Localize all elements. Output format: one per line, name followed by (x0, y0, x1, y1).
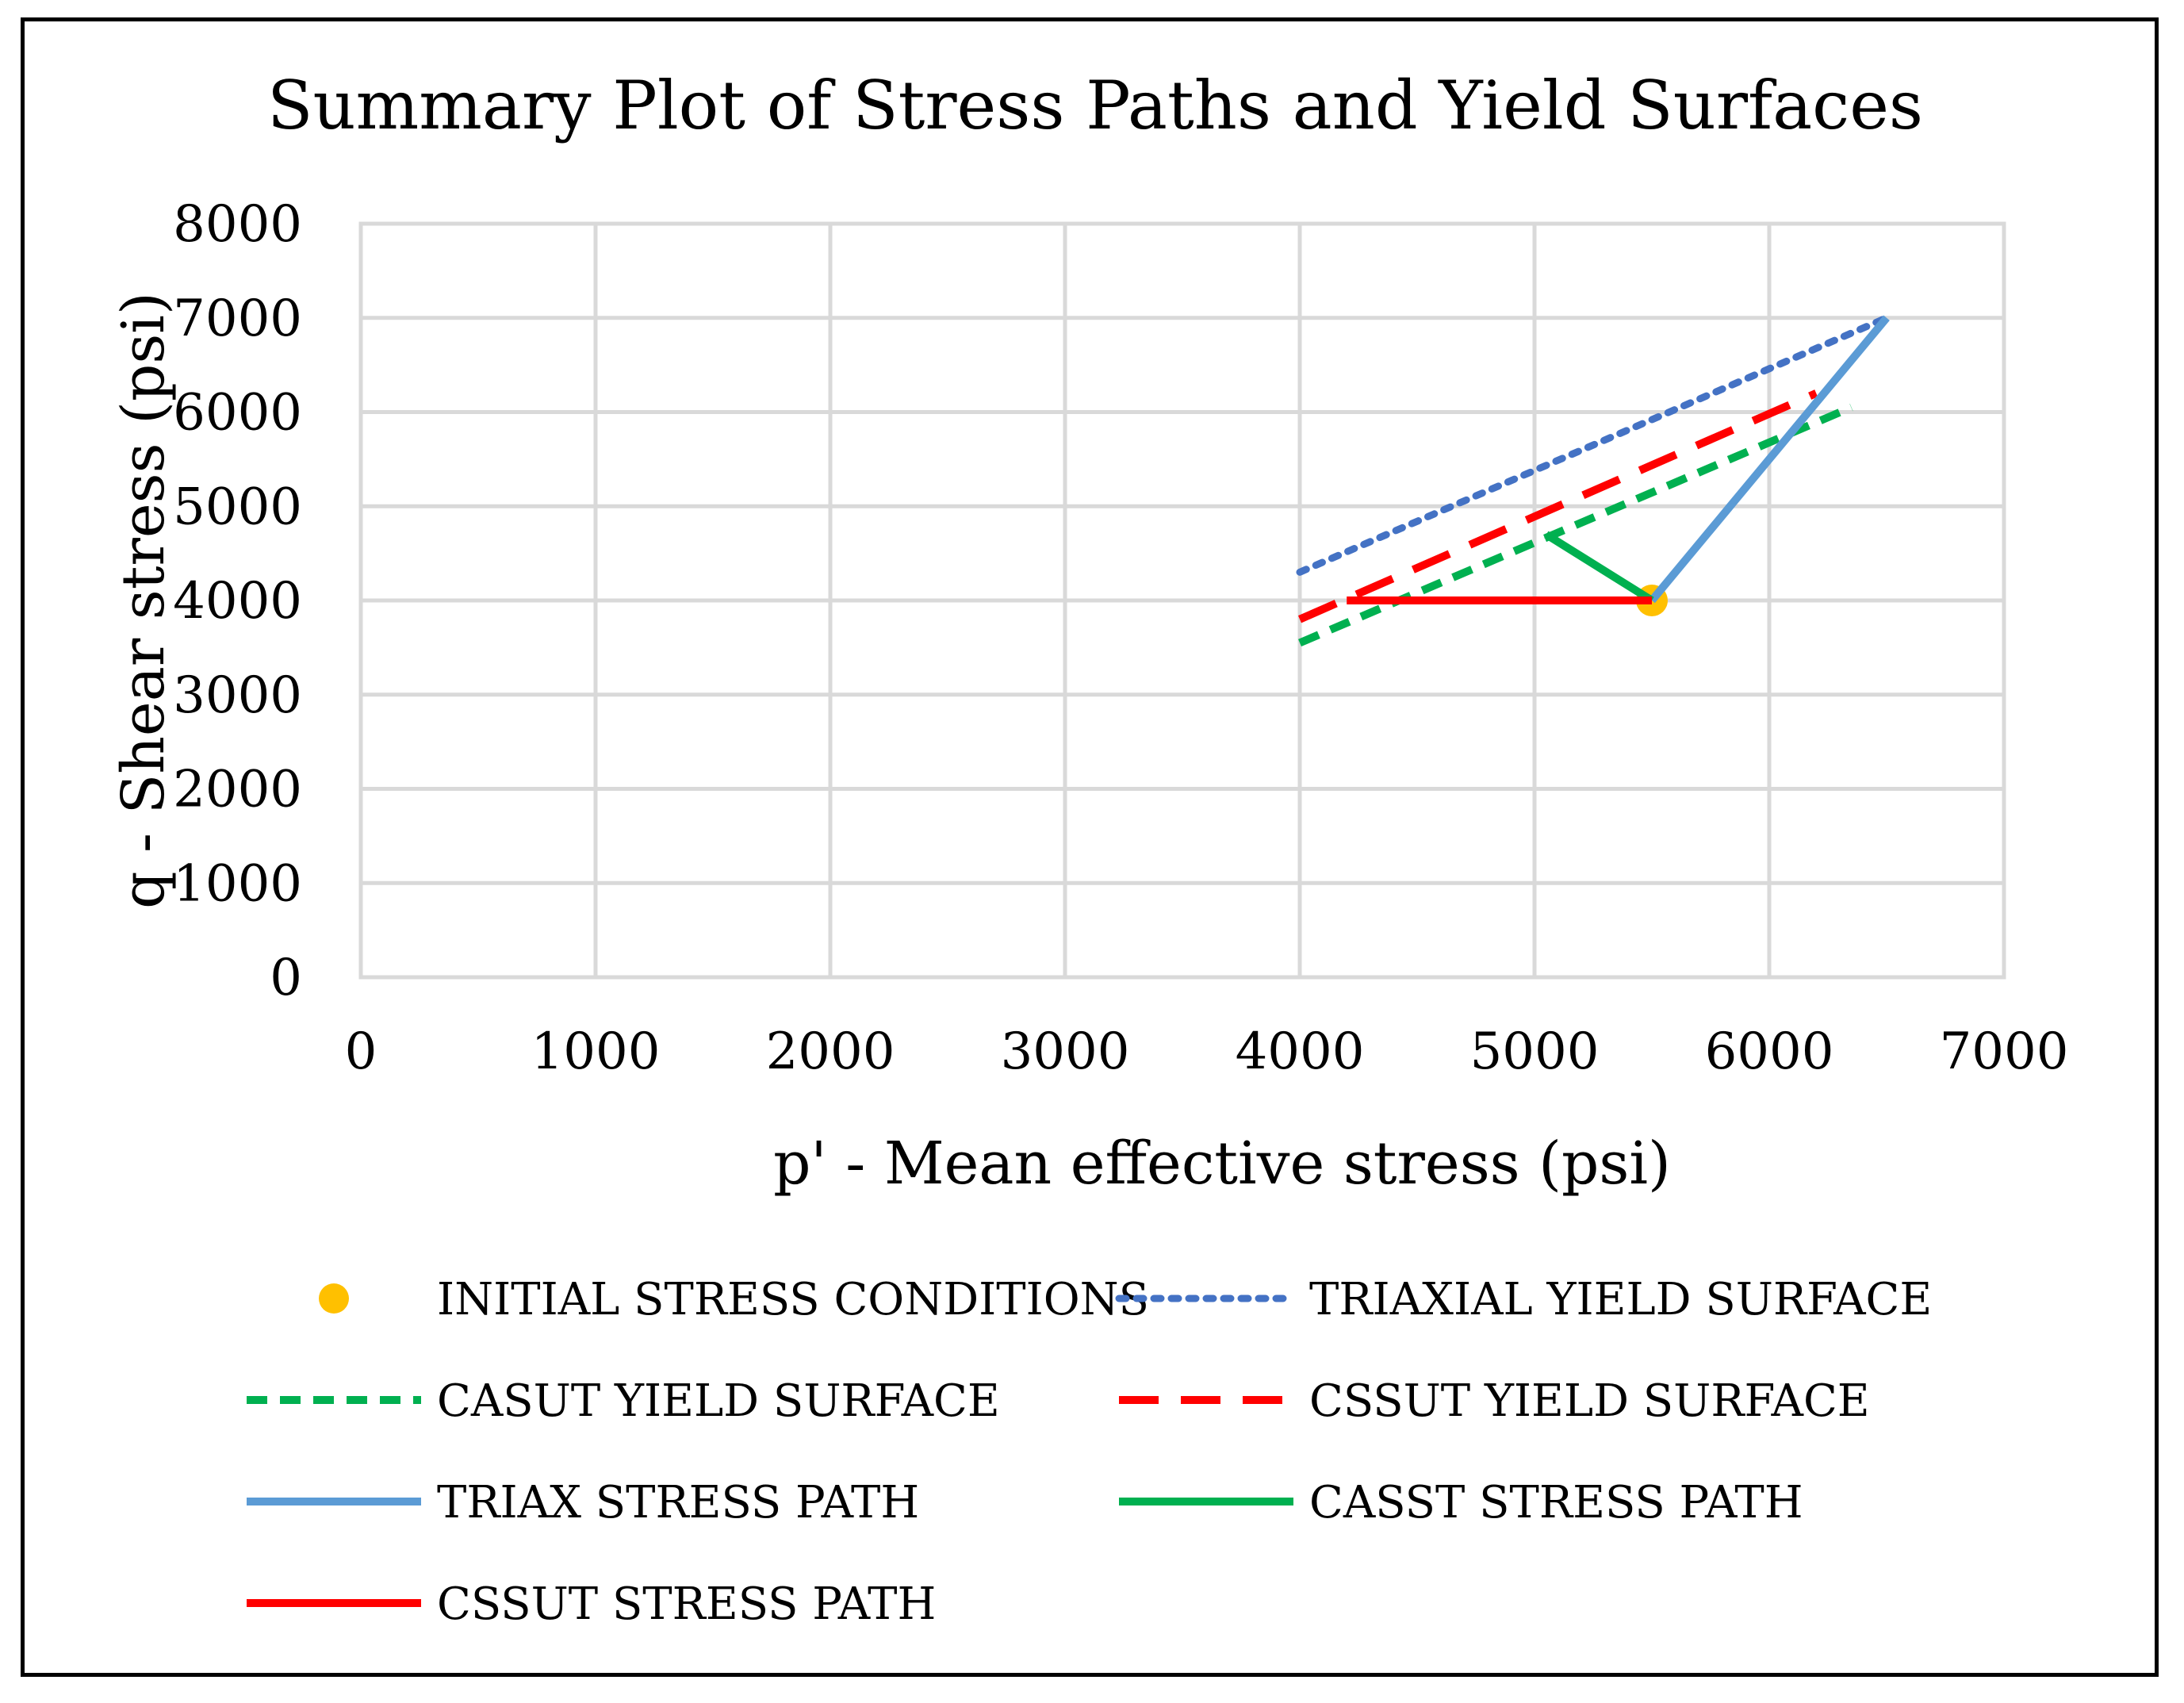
chart-svg: Summary Plot of Stress Paths and Yield S… (109, 67, 2069, 1630)
series-layer (1296, 314, 1891, 647)
legend-cssut-yield-surface-label: CSSUT YIELD SURFACE (1309, 1375, 1870, 1427)
legend-triax-stress-path-label: TRIAX STRESS PATH (437, 1477, 919, 1528)
grid-lines (358, 221, 2006, 980)
y-tick-label-0: 0 (270, 949, 302, 1007)
legend-casst-stress-path-label: CASST STRESS PATH (1309, 1477, 1803, 1528)
y-axis-label: q - Shear stress (psi) (109, 292, 178, 909)
y-tick-label-1: 1000 (173, 854, 302, 913)
y-tick-label-8: 8000 (173, 195, 302, 254)
x-tick-label-7: 7000 (1940, 1022, 2069, 1081)
cssut-yield-surface-line (1297, 389, 1818, 623)
legend-cssut-stress-path-label: CSSUT STRESS PATH (437, 1578, 936, 1630)
triax-stress-path-line (1649, 315, 1890, 604)
x-axis-label: p' - Mean effective stress (psi) (773, 1130, 1671, 1198)
y-tick-label-4: 4000 (173, 572, 302, 631)
x-tick-label-6: 6000 (1705, 1022, 1834, 1081)
legend-initial-stress-conditions-label: INITIAL STRESS CONDITIONS (437, 1274, 1149, 1325)
y-tick-label-2: 2000 (173, 761, 302, 819)
chart-title: Summary Plot of Stress Paths and Yield S… (267, 67, 1923, 144)
legend-initial-stress-conditions-marker (319, 1283, 349, 1314)
y-tick-labels: 0 1000 2000 3000 4000 5000 6000 7000 8000 (173, 195, 302, 1007)
x-tick-labels: 0 1000 2000 3000 4000 5000 6000 7000 (345, 1022, 2069, 1081)
y-tick-label-7: 7000 (173, 290, 302, 348)
plot-border (358, 221, 2006, 980)
x-tick-label-2: 2000 (766, 1022, 895, 1081)
legend: INITIAL STRESS CONDITIONS TRIAXIAL YIELD … (247, 1274, 1932, 1630)
legend-casut-yield-surface-label: CASUT YIELD SURFACE (437, 1375, 1000, 1427)
x-tick-label-0: 0 (345, 1022, 377, 1081)
plot-area-border (358, 221, 2006, 980)
y-tick-label-6: 6000 (173, 384, 302, 443)
y-tick-label-5: 5000 (173, 478, 302, 536)
x-tick-label-4: 4000 (1236, 1022, 1365, 1081)
chart-frame: Summary Plot of Stress Paths and Yield S… (21, 17, 2159, 1677)
legend-triaxial-yield-surface-label: TRIAXIAL YIELD SURFACE (1309, 1274, 1932, 1325)
y-tick-label-3: 3000 (173, 666, 302, 725)
x-tick-label-3: 3000 (1001, 1022, 1130, 1081)
x-tick-label-1: 1000 (531, 1022, 661, 1081)
x-tick-label-5: 5000 (1470, 1022, 1600, 1081)
triaxial-yield-surface-line (1296, 314, 1891, 576)
casst-stress-path-line (1544, 531, 1654, 604)
